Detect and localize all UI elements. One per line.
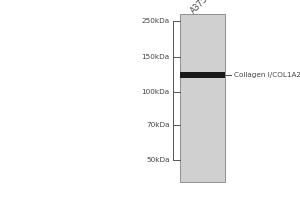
Text: Collagen I/COL1A2: Collagen I/COL1A2 <box>234 72 300 78</box>
Text: A375: A375 <box>189 0 210 15</box>
Text: 50kDa: 50kDa <box>146 157 169 163</box>
Text: 250kDa: 250kDa <box>141 18 169 24</box>
Text: 150kDa: 150kDa <box>141 54 169 60</box>
Bar <box>180 72 225 78</box>
Text: 70kDa: 70kDa <box>146 122 169 128</box>
Text: 100kDa: 100kDa <box>141 89 169 95</box>
Bar <box>180 14 225 182</box>
